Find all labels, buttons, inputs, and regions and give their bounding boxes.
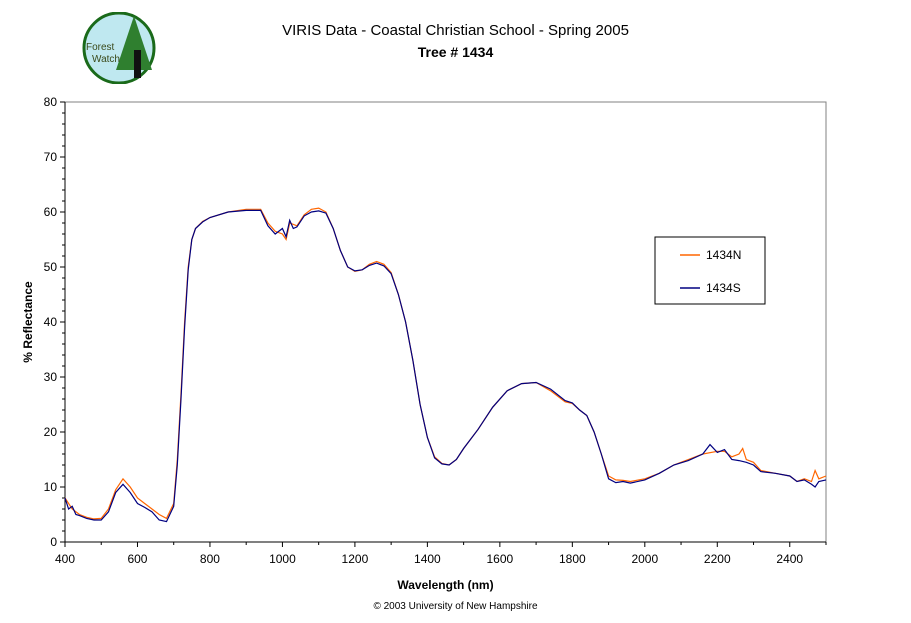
x-tick-label: 600 [127,552,147,566]
y-tick-label: 40 [44,315,58,329]
y-tick-label: 30 [44,370,58,384]
y-axis-label: % Reflectance [21,281,35,363]
legend-label: 1434N [706,248,741,262]
chart-title: VIRIS Data - Coastal Christian School - … [282,22,629,39]
forest-watch-logo: Forest Watch [82,12,156,84]
y-tick-label: 10 [44,480,58,494]
copyright: © 2003 University of New Hampshire [373,601,538,612]
y-tick-label: 20 [44,425,58,439]
y-tick-label: 0 [50,535,57,549]
x-tick-label: 1400 [414,552,441,566]
y-tick-label: 70 [44,150,58,164]
x-tick-label: 1600 [487,552,514,566]
x-tick-label: 1000 [269,552,296,566]
x-tick-label: 1200 [342,552,369,566]
svg-text:Forest: Forest [86,42,115,53]
y-tick-label: 80 [44,95,58,109]
legend [654,236,766,305]
x-tick-label: 2000 [631,552,658,566]
chart-subtitle: Tree # 1434 [417,44,494,60]
x-tick-label: 400 [55,552,75,566]
x-tick-label: 2400 [776,552,803,566]
x-tick-label: 2200 [704,552,731,566]
y-tick-label: 50 [44,260,58,274]
svg-text:Watch: Watch [92,54,120,65]
x-tick-label: 800 [200,552,220,566]
y-tick-label: 60 [44,205,58,219]
x-axis-label: Wavelength (nm) [397,578,493,592]
legend-label: 1434S [706,281,741,295]
series-line-1434S [64,209,827,523]
plot-area [64,101,827,543]
x-tick-label: 1800 [559,552,586,566]
